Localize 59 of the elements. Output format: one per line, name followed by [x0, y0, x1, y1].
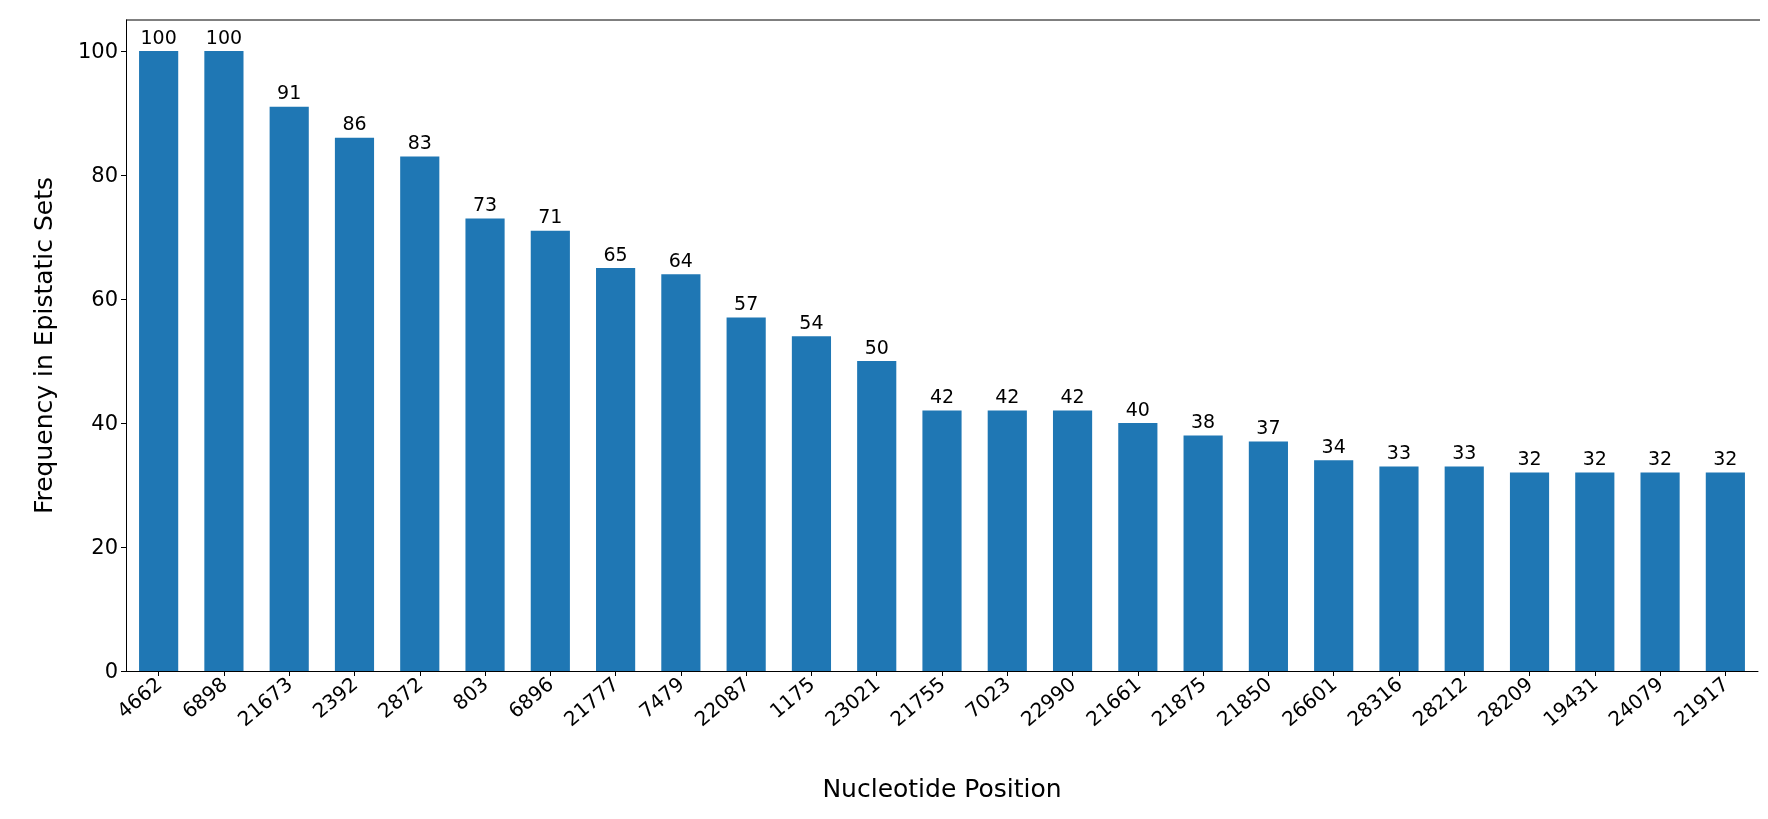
- bar: [1705, 472, 1745, 671]
- data-label: 100: [205, 25, 243, 48]
- y-tick-label: 100: [77, 39, 118, 63]
- data-label: 64: [668, 248, 693, 271]
- y-tick-label: 40: [91, 411, 118, 435]
- x-axis-title: Nucleotide Position: [822, 774, 1062, 803]
- y-tick-label: 60: [91, 287, 118, 311]
- data-label: 42: [929, 385, 955, 408]
- data-label: 91: [277, 81, 302, 104]
- bar: [1314, 460, 1354, 671]
- data-label: 37: [1256, 416, 1281, 439]
- data-label: 33: [1386, 440, 1412, 463]
- bar: [661, 274, 701, 671]
- data-label: 32: [1647, 447, 1673, 470]
- data-label: 73: [472, 192, 498, 215]
- bar: [857, 361, 897, 671]
- data-label: 57: [734, 292, 759, 315]
- bar: [1052, 410, 1093, 671]
- data-label: 100: [140, 25, 177, 48]
- bar: [596, 268, 636, 671]
- bar: [791, 336, 832, 671]
- bar: [334, 137, 375, 671]
- data-label: 34: [1321, 434, 1346, 457]
- bar: [1118, 423, 1158, 671]
- bar: [922, 410, 962, 671]
- y-tick-label: 20: [91, 535, 118, 559]
- bar: [1183, 435, 1223, 671]
- data-label: 71: [538, 205, 563, 228]
- bar: [465, 218, 505, 671]
- data-label: 32: [1582, 447, 1607, 470]
- bar: [139, 51, 179, 671]
- bar: [726, 317, 766, 671]
- y-axis-title: Frequency in Epistatic Sets: [29, 176, 58, 515]
- y-tick-label: 80: [91, 163, 118, 187]
- x-tick-label: 803: [448, 671, 493, 715]
- data-label: 33: [1452, 440, 1477, 463]
- bar: [269, 106, 309, 671]
- data-label: 32: [1713, 447, 1738, 470]
- data-label: 38: [1191, 409, 1216, 432]
- data-label: 86: [342, 112, 367, 135]
- y-tick-label: 0: [104, 659, 118, 683]
- bar: [1444, 466, 1484, 671]
- data-label: 50: [864, 335, 889, 358]
- data-label: 42: [1060, 385, 1085, 408]
- bar: [1379, 466, 1419, 671]
- data-label: 42: [995, 385, 1020, 408]
- bar: [204, 51, 244, 671]
- data-label: 54: [799, 310, 824, 333]
- data-label: 65: [603, 242, 628, 265]
- bar: [530, 230, 570, 671]
- bar: [1248, 441, 1288, 671]
- bar: [1509, 472, 1550, 671]
- data-label: 40: [1125, 397, 1150, 420]
- bar: [1640, 472, 1680, 671]
- data-label: 32: [1517, 447, 1542, 470]
- bar: [400, 156, 440, 671]
- bar: [987, 410, 1027, 671]
- data-label: 83: [407, 130, 432, 153]
- bar: [1575, 472, 1615, 671]
